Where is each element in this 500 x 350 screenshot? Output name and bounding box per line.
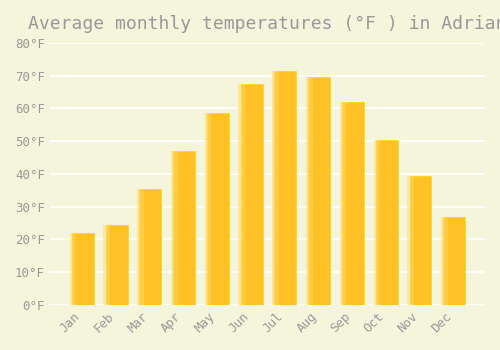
Bar [106,225,128,305]
Bar [72,233,94,305]
Bar [70,233,76,305]
Bar [410,176,432,305]
Bar [340,102,346,305]
Bar [306,77,312,305]
Title: Average monthly temperatures (°F ) in Adrian: Average monthly temperatures (°F ) in Ad… [28,15,500,33]
Bar [408,176,414,305]
Bar [240,84,262,305]
Bar [137,189,144,305]
Bar [171,151,177,305]
Bar [207,113,229,305]
Bar [173,151,195,305]
Bar [441,217,448,305]
Bar [308,77,330,305]
Bar [342,102,364,305]
Bar [140,189,162,305]
Bar [104,225,110,305]
Bar [274,71,296,305]
Bar [272,71,279,305]
Bar [374,140,380,305]
Bar [444,217,465,305]
Bar [204,113,212,305]
Bar [238,84,245,305]
Bar [376,140,398,305]
